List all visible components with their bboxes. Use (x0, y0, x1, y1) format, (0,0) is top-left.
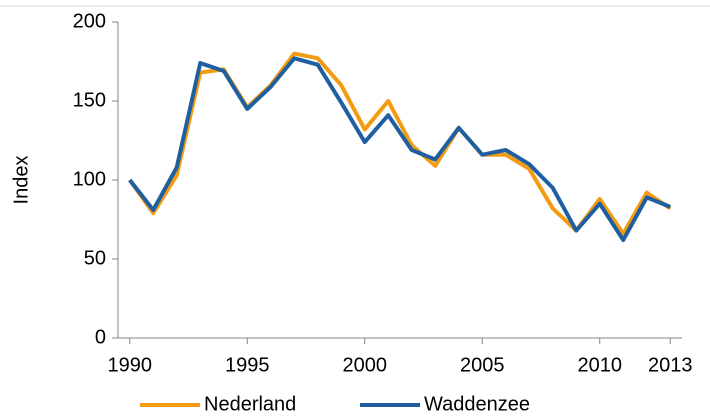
legend-label: Waddenzee (424, 393, 530, 415)
y-tick-label: 100 (73, 168, 106, 190)
y-tick-label: 150 (73, 89, 106, 111)
y-tick-label: 200 (73, 10, 106, 32)
data-line (128, 56, 671, 243)
y-tick-label: 50 (84, 247, 106, 269)
x-tick-label: 2000 (343, 354, 388, 376)
y-axis-label: Index (10, 156, 32, 205)
x-tick-label: 2010 (578, 354, 623, 376)
x-tick-label: 2013 (648, 354, 693, 376)
x-tick-label: 1995 (225, 354, 270, 376)
y-tick-label: 0 (95, 326, 106, 348)
legend-label: Nederland (204, 393, 296, 415)
data-line (128, 51, 672, 236)
x-tick-label: 2005 (460, 354, 505, 376)
x-tick-label: 1990 (108, 354, 153, 376)
